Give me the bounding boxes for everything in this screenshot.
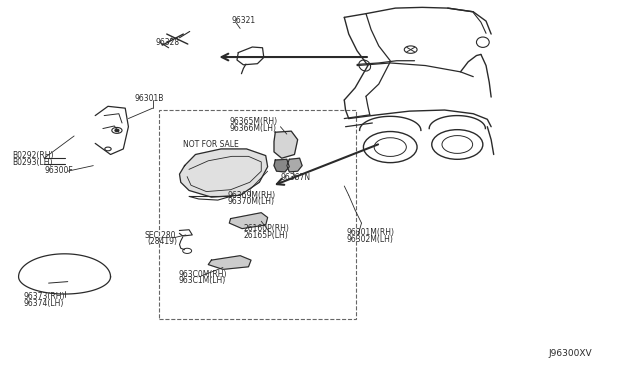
Polygon shape: [208, 256, 251, 269]
Text: 963C0M(RH): 963C0M(RH): [178, 270, 227, 279]
Text: 96328: 96328: [156, 38, 179, 47]
Polygon shape: [229, 213, 268, 229]
Polygon shape: [287, 158, 302, 172]
Text: 96300F: 96300F: [44, 166, 73, 175]
Text: 26165P(LH): 26165P(LH): [243, 231, 288, 240]
Text: 96374(LH): 96374(LH): [23, 299, 63, 308]
Bar: [159, 110, 356, 320]
Text: 96302M(LH): 96302M(LH): [347, 235, 394, 244]
Text: 26160P(RH): 26160P(RH): [243, 224, 289, 234]
Text: B0292(RH): B0292(RH): [12, 151, 54, 160]
Text: 963C1M(LH): 963C1M(LH): [178, 276, 225, 285]
Polygon shape: [179, 149, 268, 197]
Text: 96369M(RH): 96369M(RH): [227, 191, 276, 200]
Text: 96367N: 96367N: [280, 173, 310, 182]
Text: 96366M(LH): 96366M(LH): [229, 124, 276, 133]
Text: 96301B: 96301B: [135, 94, 164, 103]
Polygon shape: [274, 159, 289, 172]
Text: (28419): (28419): [148, 237, 177, 247]
Text: 96365M(RH): 96365M(RH): [229, 117, 278, 126]
Text: 96370M(LH): 96370M(LH): [227, 198, 275, 206]
Text: B0293(LH): B0293(LH): [12, 158, 52, 167]
Text: SEC.280: SEC.280: [145, 231, 176, 240]
Polygon shape: [274, 131, 298, 158]
Text: J96300XV: J96300XV: [548, 349, 592, 358]
Text: 96301M(RH): 96301M(RH): [347, 228, 395, 237]
Text: 96373(RH): 96373(RH): [23, 292, 65, 301]
Circle shape: [115, 129, 119, 132]
Text: 96321: 96321: [232, 16, 256, 25]
Text: NOT FOR SALE: NOT FOR SALE: [182, 140, 239, 149]
